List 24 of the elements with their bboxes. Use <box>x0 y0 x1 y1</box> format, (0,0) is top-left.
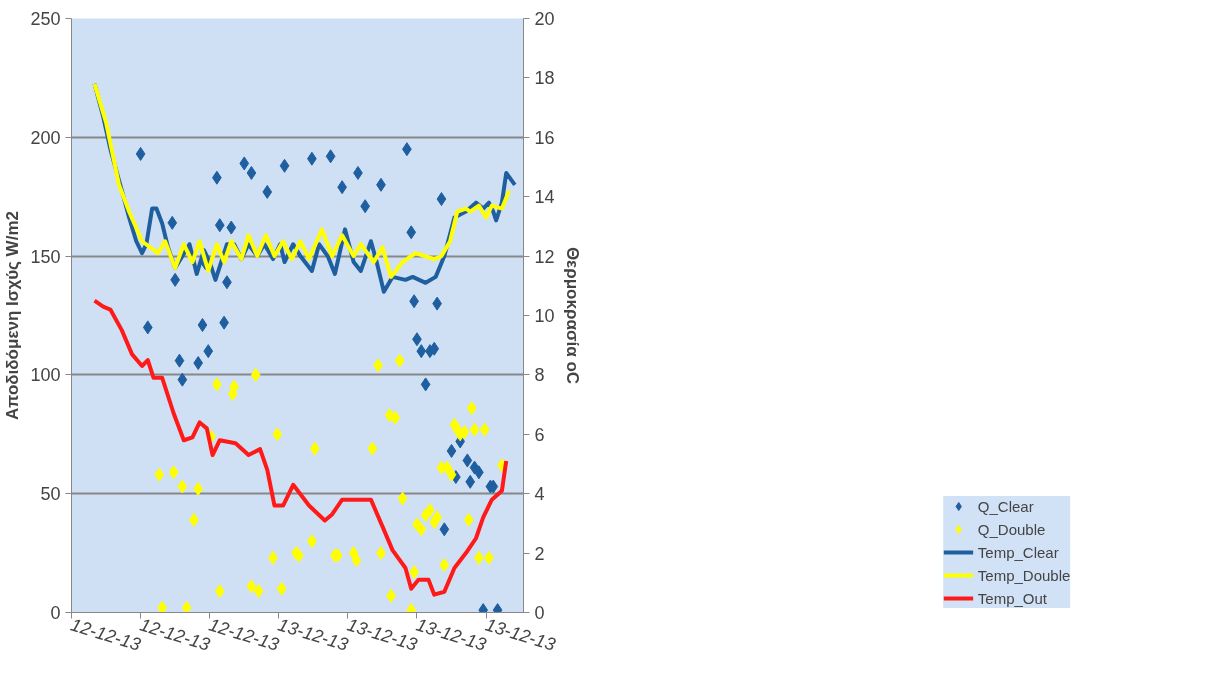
y-tick-label: 150 <box>30 246 61 267</box>
y-tick-label: 250 <box>30 9 61 29</box>
y2-tick-label: 10 <box>534 306 555 326</box>
legend-label: Temp_Out <box>977 589 1048 607</box>
y2-tick-label: 20 <box>534 9 555 29</box>
y2-tick-label: 12 <box>534 246 555 267</box>
y-tick-label: 0 <box>50 603 61 623</box>
y-tick-label: 200 <box>30 127 61 148</box>
y2-tick-label: 2 <box>534 543 545 564</box>
legend-label: Temp_Clear <box>977 543 1059 561</box>
legend-label: Temp_Double <box>977 566 1071 584</box>
y-tick-label: 50 <box>40 484 61 505</box>
y-tick-label: 100 <box>30 365 61 386</box>
y-axis-title: Αποδιδόμενη Ισχύς W/m2 <box>3 211 23 420</box>
y2-axis-title: Θερμοκρασία oC <box>562 246 582 385</box>
y2-tick-label: 6 <box>534 424 545 445</box>
legend-label: Q_Clear <box>977 497 1034 515</box>
y2-tick-label: 18 <box>534 68 555 89</box>
y2-tick-label: 16 <box>534 127 555 148</box>
y2-tick-label: 14 <box>534 187 555 208</box>
legend-label: Q_Double <box>977 520 1046 538</box>
y2-tick-label: 8 <box>534 365 545 386</box>
y2-tick-label: 0 <box>534 603 545 623</box>
y2-tick-label: 4 <box>534 484 545 505</box>
